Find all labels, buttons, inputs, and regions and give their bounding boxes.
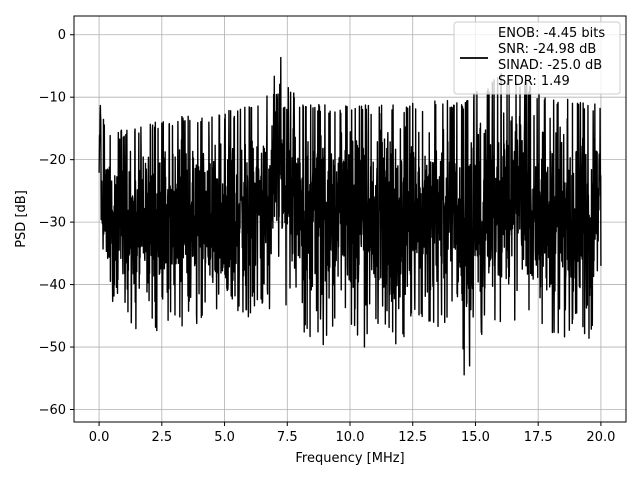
x-tick-label: 0.0 <box>89 430 110 445</box>
legend-line-1: ENOB: -4.45 bits <box>498 26 605 41</box>
x-tick-label: 5.0 <box>214 430 235 445</box>
legend: ENOB: -4.45 bits SNR: -24.98 dB SINAD: -25… <box>453 21 621 95</box>
legend-box <box>453 21 621 95</box>
y-tick-label: −50 <box>39 341 66 356</box>
x-tick-label: 10.0 <box>336 430 365 445</box>
x-axis-label: Frequency [MHz] <box>295 451 404 466</box>
x-tick-label: 12.5 <box>398 430 427 445</box>
legend-line-4: SFDR: 1.49 <box>498 74 570 89</box>
legend-line-2: SNR: -24.98 dB <box>498 42 596 57</box>
y-tick-label: 0 <box>58 28 66 43</box>
legend-entry-text: ENOB: -4.45 bits SNR: -24.98 dB SINAD: -25… <box>498 26 605 89</box>
series-area <box>98 56 602 376</box>
x-tick-label: 17.5 <box>524 430 553 445</box>
x-tick-label: 20.0 <box>586 430 615 445</box>
y-tick-label: −10 <box>39 91 66 106</box>
x-tick-label: 15.0 <box>461 430 490 445</box>
legend-line-3: SINAD: -25.0 dB <box>498 58 602 73</box>
y-tick-label: −20 <box>39 153 66 168</box>
x-axis-ticks: 0.0 2.5 5.0 7.5 10.0 12.5 15.0 17.5 20.0 <box>89 422 615 445</box>
y-tick-label: −30 <box>39 216 66 231</box>
x-tick-label: 7.5 <box>277 430 298 445</box>
y-tick-label: −40 <box>39 278 66 293</box>
y-tick-label: −60 <box>39 403 66 418</box>
x-tick-label: 2.5 <box>151 430 172 445</box>
psd-series-line <box>98 56 602 376</box>
y-axis-ticks: 0 −10 −20 −30 −40 −50 −60 <box>39 28 74 418</box>
y-axis-label: PSD [dB] <box>14 190 29 248</box>
